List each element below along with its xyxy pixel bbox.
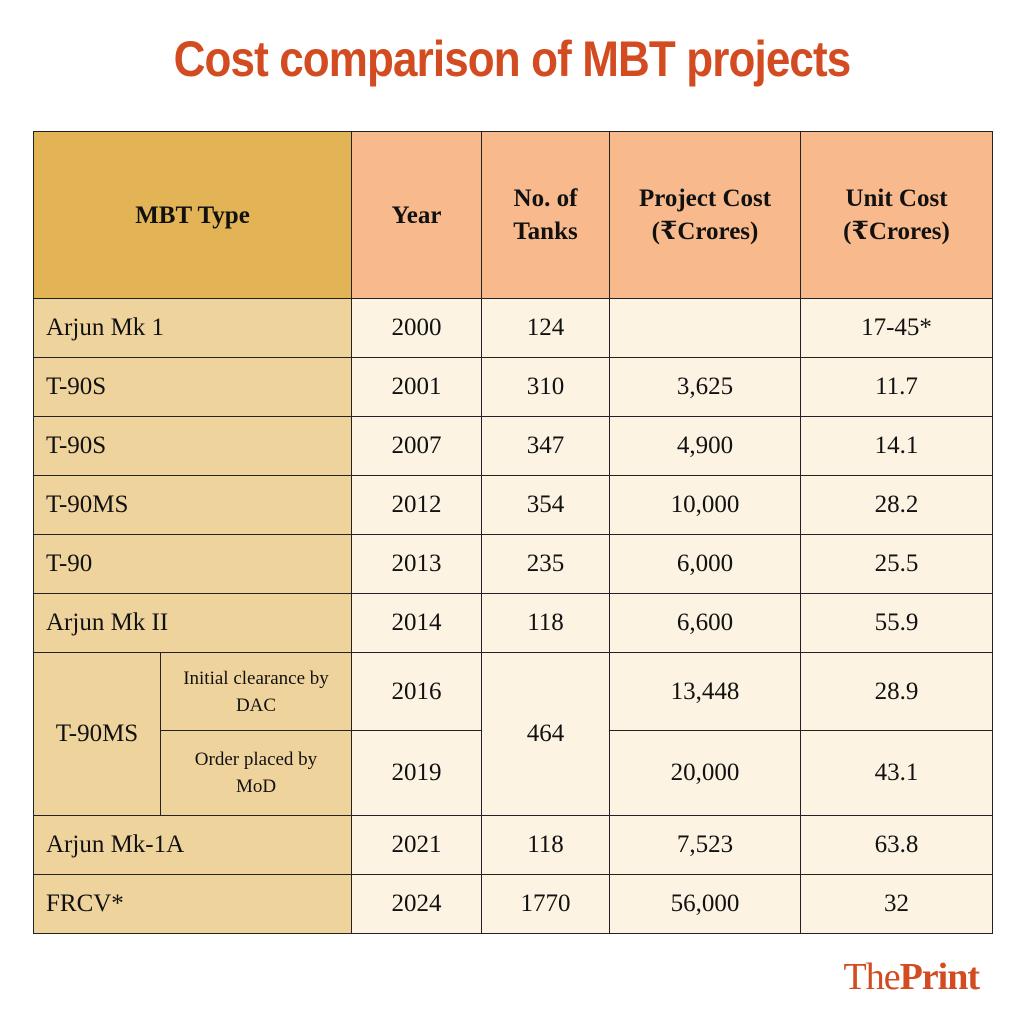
table-row: Arjun Mk 1 2000 124 17-45* [33,298,993,358]
cell-tanks: 1770 [481,874,610,934]
cell-project: 4,900 [609,416,801,476]
cell-year: 2014 [351,593,482,653]
cell-year: 2016 [351,652,482,731]
cell-unit: 11.7 [800,357,993,417]
table-row: T-90 2013 235 6,000 25.5 [33,534,993,594]
cell-type: T-90MS [33,652,161,816]
cell-year: 2013 [351,534,482,594]
cell-project: 13,448 [609,652,801,731]
header-year: Year [351,131,482,299]
cell-tanks: 354 [481,475,610,535]
cell-year: 2001 [351,357,482,417]
cell-type: T-90S [33,416,352,476]
table-row: T-90S 2001 310 3,625 11.7 [33,357,993,417]
cell-year: 2019 [351,730,482,816]
cell-tanks: 235 [481,534,610,594]
header-tanks: No. of Tanks [481,131,610,299]
cell-type: T-90S [33,357,352,417]
cell-year: 2007 [351,416,482,476]
cell-project: 6,000 [609,534,801,594]
cell-project: 56,000 [609,874,801,934]
cell-project: 7,523 [609,815,801,875]
cell-tanks: 118 [481,593,610,653]
cell-tanks: 310 [481,357,610,417]
cell-year: 2021 [351,815,482,875]
cell-unit: 28.9 [800,652,993,731]
table-row: T-90MS Initial clearance by DAC 2016 464 … [33,652,993,816]
theprint-logo: ThePrint [843,956,980,998]
cell-tanks: 464 [481,652,610,816]
table-row: Arjun Mk-1A 2021 118 7,523 63.8 [33,815,993,875]
cell-tanks: 118 [481,815,610,875]
cell-tanks: 347 [481,416,610,476]
cell-unit: 17-45* [800,298,993,358]
cell-project [609,298,801,358]
cell-year: 2024 [351,874,482,934]
cell-type: T-90MS [33,475,352,535]
cell-year: 2000 [351,298,482,358]
cell-project: 6,600 [609,593,801,653]
cell-type: Arjun Mk-1A [33,815,352,875]
cell-unit: 55.9 [800,593,993,653]
cell-project: 3,625 [609,357,801,417]
cell-unit: 14.1 [800,416,993,476]
cost-table: MBT Type Year No. of Tanks Project Cost (₹… [33,131,993,934]
header-mbt-type: MBT Type [33,131,352,299]
header-project-cost: Project Cost (₹Crores) [609,131,801,299]
table-row: T-90S 2007 347 4,900 14.1 [33,416,993,476]
header-unit-cost: Unit Cost (₹Crores) [800,131,993,299]
cell-unit: 32 [800,874,993,934]
table-row: T-90MS 2012 354 10,000 28.2 [33,475,993,535]
page-title: Cost comparison of MBT projects [173,31,852,87]
header-row: MBT Type Year No. of Tanks Project Cost (₹… [33,131,993,299]
cell-year: 2012 [351,475,482,535]
cell-tanks: 124 [481,298,610,358]
cell-unit: 25.5 [800,534,993,594]
table-row: FRCV* 2024 1770 56,000 32 [33,874,993,934]
cell-unit: 43.1 [800,730,993,816]
cell-subtype: Order placed by MoD [160,730,352,816]
cell-type: Arjun Mk II [33,593,352,653]
cell-type: T-90 [33,534,352,594]
cell-unit: 63.8 [800,815,993,875]
cell-type: FRCV* [33,874,352,934]
cell-unit: 28.2 [800,475,993,535]
table-row: Order placed by MoD 2019 20,000 43.1 [34,730,993,816]
cell-project: 20,000 [609,730,801,816]
cell-subtype: Initial clearance by DAC [160,652,352,731]
cell-project: 10,000 [609,475,801,535]
cell-type: Arjun Mk 1 [33,298,352,358]
table-row: Arjun Mk II 2014 118 6,600 55.9 [33,593,993,653]
